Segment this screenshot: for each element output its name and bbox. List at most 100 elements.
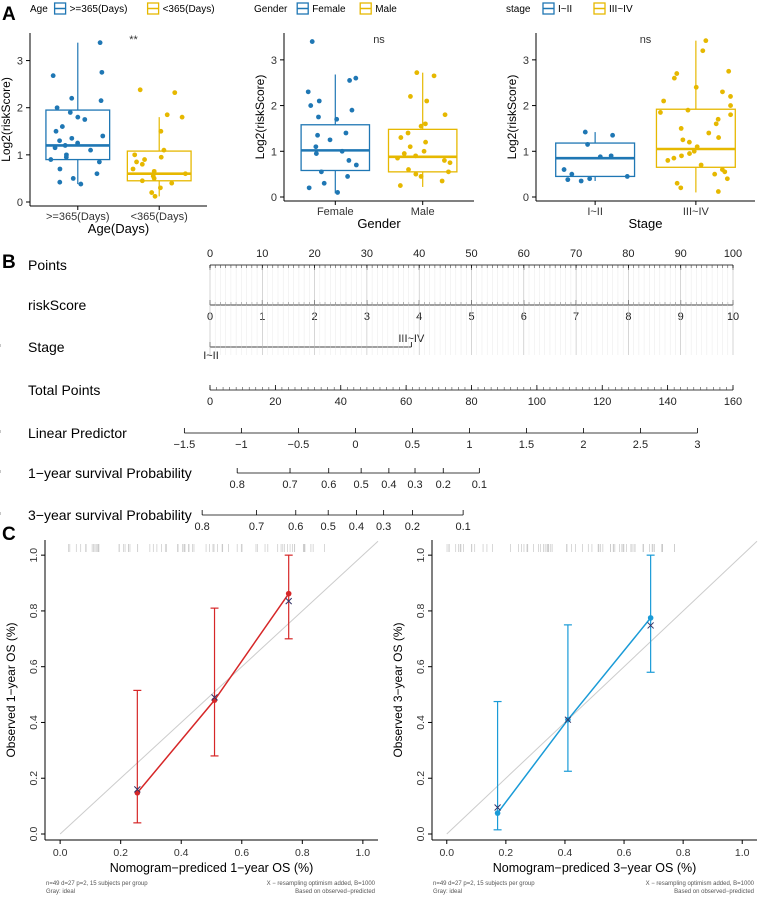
y-axis-title: Observed 1−year OS (%) bbox=[4, 622, 18, 757]
data-point bbox=[82, 117, 88, 122]
nomogram-tick-label: 100 bbox=[528, 396, 546, 408]
x-tick-label: Male bbox=[411, 206, 435, 218]
y-tick-label: 0.8 bbox=[28, 603, 40, 618]
data-point bbox=[305, 89, 311, 95]
data-point bbox=[158, 154, 164, 160]
nomogram-tick-label: 160 bbox=[724, 396, 742, 408]
data-point bbox=[720, 89, 725, 95]
data-point bbox=[69, 135, 75, 141]
data-point bbox=[585, 142, 590, 147]
y-tick-label: 1 bbox=[523, 146, 529, 158]
data-point bbox=[315, 132, 320, 138]
data-point bbox=[698, 162, 704, 168]
data-point bbox=[722, 169, 728, 175]
nomogram-tick-label: 0.3 bbox=[376, 521, 391, 533]
data-point bbox=[728, 94, 733, 99]
box bbox=[555, 142, 636, 178]
legend-label: Female bbox=[312, 4, 346, 15]
nomogram-row-label: 3−year survival Probability bbox=[28, 507, 192, 523]
data-point bbox=[408, 94, 413, 99]
x-tick-label: 1.0 bbox=[356, 847, 371, 859]
nomogram-tick-label: 0 bbox=[352, 439, 358, 451]
data-point bbox=[597, 154, 603, 160]
x-axis-title: Age(Days) bbox=[88, 221, 149, 236]
data-point bbox=[712, 171, 718, 177]
nomogram-tick-label: 0.3 bbox=[407, 479, 422, 491]
data-point bbox=[582, 129, 588, 135]
data-point bbox=[345, 174, 350, 179]
x-tick-label: 0.2 bbox=[113, 847, 128, 859]
data-point bbox=[152, 193, 158, 199]
data-point bbox=[134, 159, 139, 165]
data-point bbox=[183, 171, 188, 177]
data-point bbox=[442, 112, 448, 118]
data-point bbox=[446, 169, 451, 175]
data-point bbox=[561, 167, 567, 172]
data-point bbox=[665, 158, 671, 163]
x-tick-label: I~II bbox=[587, 206, 603, 218]
legend-label: <365(Days) bbox=[163, 4, 215, 15]
data-point bbox=[671, 155, 677, 161]
data-point bbox=[694, 144, 700, 150]
footnote-left: Gray: ideal bbox=[46, 889, 75, 895]
data-point bbox=[343, 130, 349, 136]
data-point bbox=[703, 38, 709, 44]
data-point bbox=[447, 160, 453, 166]
nomogram-tick-label: 10 bbox=[256, 248, 268, 260]
data-point bbox=[421, 148, 427, 154]
nomogram-tick-label: 20 bbox=[308, 248, 320, 260]
data-point bbox=[161, 147, 167, 153]
y-tick-label: 0.6 bbox=[415, 659, 427, 674]
data-point bbox=[418, 123, 424, 129]
data-point bbox=[99, 69, 105, 75]
data-point bbox=[687, 151, 692, 156]
data-point bbox=[53, 128, 59, 134]
data-point bbox=[407, 144, 413, 150]
legend-label: III~IV bbox=[609, 4, 633, 15]
data-point bbox=[442, 158, 447, 163]
data-point bbox=[334, 116, 340, 122]
data-point bbox=[706, 130, 712, 136]
data-point bbox=[439, 178, 445, 184]
nomogram-tick-label: 0.6 bbox=[288, 521, 303, 533]
y-tick-label: 0.0 bbox=[28, 827, 40, 842]
data-point bbox=[62, 143, 68, 148]
data-point bbox=[75, 114, 81, 120]
legend-title: stage bbox=[506, 4, 531, 15]
nomogram-tick-label: 20 bbox=[269, 396, 281, 408]
y-tick-label: 3 bbox=[17, 56, 23, 68]
data-point bbox=[715, 189, 721, 194]
y-tick-label: 1.0 bbox=[28, 548, 40, 563]
y-tick-label: 0.4 bbox=[415, 715, 427, 730]
footnote-right: X − resampling optimism added, B=1000 bbox=[267, 881, 376, 887]
data-point bbox=[395, 155, 400, 161]
nomogram-tick-label: I~II bbox=[203, 350, 219, 362]
y-axis-title: Observed 3−year OS (%) bbox=[391, 622, 405, 757]
legend-label: I~II bbox=[558, 4, 572, 15]
footnote-left: n=49 d=27 p=2, 15 subjects per group bbox=[433, 881, 535, 887]
nomogram-tick-label: 0.5 bbox=[353, 479, 368, 491]
legend: stage I~II III~IV bbox=[506, 2, 633, 15]
nomogram-row-label: Points bbox=[28, 257, 67, 273]
corrected-marker bbox=[647, 622, 654, 629]
nomogram-tick-label: 1 bbox=[466, 439, 472, 451]
nomogram-tick-label: 40 bbox=[335, 396, 347, 408]
calibration-3-year: 0.0 0.0 0.2 0.2 0.4 0.4 0.6 0.6 0.8 0.8 1.0 1.0 Nomo… bbox=[391, 540, 758, 895]
x-tick-label: 0.8 bbox=[295, 847, 310, 859]
x-tick-label: 0.0 bbox=[439, 847, 454, 859]
nomogram-tick-label: 0.5 bbox=[405, 439, 420, 451]
ideal-line bbox=[446, 540, 758, 835]
nomogram-tick-label: 0.8 bbox=[230, 479, 245, 491]
data-point bbox=[50, 73, 56, 79]
data-point bbox=[569, 171, 575, 177]
data-point bbox=[671, 75, 677, 81]
y-tick-label: 2 bbox=[17, 103, 23, 115]
data-point bbox=[578, 178, 584, 184]
nomogram-tick-label: 90 bbox=[675, 248, 687, 260]
nomogram-row-label: Stage bbox=[28, 339, 65, 355]
data-point bbox=[179, 114, 185, 120]
x-axis-title: Nomogram−prediced 3−year OS (%) bbox=[493, 861, 697, 875]
nomogram-row-label: Total Points bbox=[28, 382, 100, 398]
data-point bbox=[164, 112, 170, 118]
